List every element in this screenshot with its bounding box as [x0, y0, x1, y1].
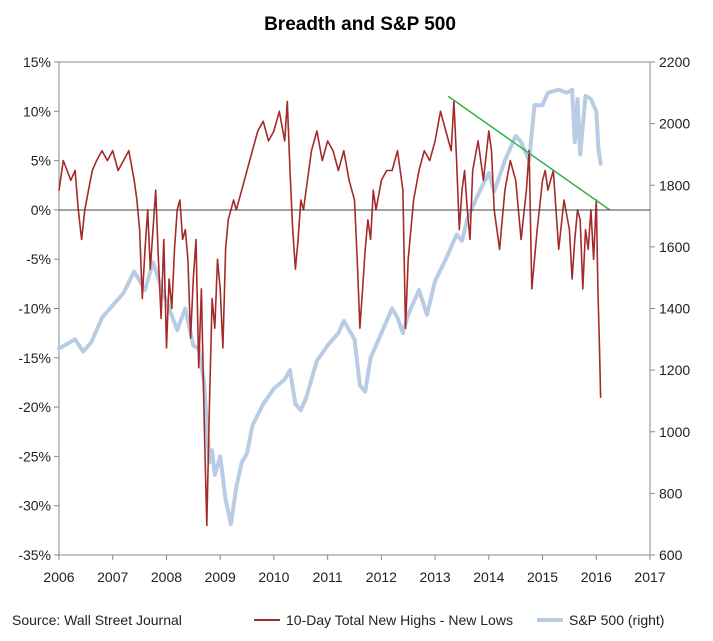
left-tick-label: 10% — [23, 103, 51, 119]
right-tick-label: 1400 — [659, 301, 690, 317]
x-tick-label: 2007 — [97, 569, 128, 585]
x-tick-label: 2009 — [205, 569, 236, 585]
trendline — [447, 95, 611, 211]
x-tick-label: 2012 — [366, 569, 397, 585]
series-line-breadth — [58, 100, 602, 527]
left-tick-label: -5% — [26, 251, 51, 267]
x-tick-label: 2014 — [473, 569, 504, 585]
x-tick-label: 2008 — [151, 569, 182, 585]
left-tick-label: 0% — [31, 202, 51, 218]
right-tick-label: 1600 — [659, 239, 690, 255]
left-tick-label: -15% — [18, 350, 51, 366]
right-tick-label: 2200 — [659, 54, 690, 70]
right-tick-label: 2000 — [659, 116, 690, 132]
right-axis: 2200 2000 1800 1600 1400 1200 1000 800 600 — [650, 54, 690, 563]
left-axis: 15% 10% 5% 0% -5% -10% -15% -20% -25% -30% -35% — [18, 54, 59, 563]
x-tick-label: 2006 — [43, 569, 74, 585]
x-tick-label: 2015 — [527, 569, 558, 585]
plot-area-border — [58, 61, 651, 556]
left-tick-label: -25% — [18, 448, 51, 464]
chart-title: Breadth and S&P 500 — [264, 14, 456, 35]
left-tick-label: 5% — [31, 153, 51, 169]
left-tick-label: 15% — [23, 54, 51, 70]
x-tick-label: 2013 — [420, 569, 451, 585]
right-tick-label: 800 — [659, 485, 683, 501]
series-layer — [57, 87, 611, 527]
left-tick-label: -10% — [18, 301, 51, 317]
x-axis: 2006 2007 2008 2009 2010 2011 2012 2013 2014 2015… — [43, 555, 666, 585]
series-line-sp500 — [57, 87, 603, 527]
source-note: Source: Wall Street Journal — [12, 612, 182, 628]
left-tick-label: -30% — [18, 498, 51, 514]
right-tick-label: 1800 — [659, 177, 690, 193]
right-tick-label: 600 — [659, 547, 683, 563]
right-tick-label: 1200 — [659, 362, 690, 378]
x-tick-label: 2017 — [634, 569, 665, 585]
right-tick-label: 1000 — [659, 424, 690, 440]
legend-label-sp500: S&P 500 (right) — [569, 612, 664, 628]
left-tick-label: -35% — [18, 547, 51, 563]
x-tick-label: 2016 — [581, 569, 612, 585]
left-tick-label: -20% — [18, 399, 51, 415]
x-tick-label: 2011 — [313, 569, 343, 585]
x-tick-label: 2010 — [258, 569, 289, 585]
legend-label-breadth: 10-Day Total New Highs - New Lows — [286, 612, 513, 628]
